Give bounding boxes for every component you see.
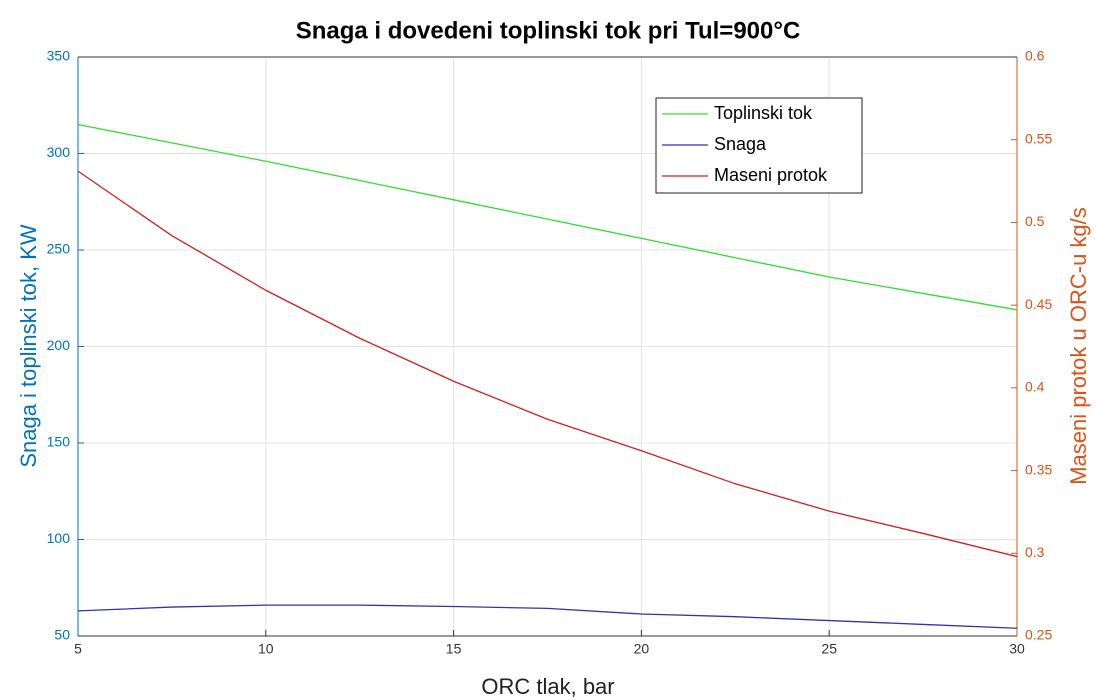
legend-label: Toplinski tok [714,103,813,123]
y2-tick-label: 0.45 [1025,296,1052,312]
y-axis-label: Snaga i toplinski tok, KW [16,224,41,468]
y-tick-label: 150 [47,434,71,450]
y2-tick-label: 0.4 [1025,379,1045,395]
x-tick-label: 5 [74,641,82,657]
y2-tick-label: 0.3 [1025,544,1045,560]
y2-tick-label: 0.35 [1025,461,1052,477]
series-line [77,604,1018,629]
y2-tick-label: 0.55 [1025,130,1052,146]
y2-axis-label: Maseni protok u ORC-u kg/s [1066,207,1091,485]
y-tick-label: 250 [47,241,71,257]
legend-label: Snaga [714,134,767,154]
y-tick-label: 350 [47,48,71,64]
x-tick-label: 20 [634,641,650,657]
legend-label: Maseni protok [714,165,828,185]
series-line [77,170,1018,558]
y-tick-label: 100 [47,530,71,546]
y2-tick-label: 0.6 [1025,48,1045,64]
y2-tick-label: 0.25 [1025,627,1052,643]
x-tick-label: 30 [1009,641,1025,657]
y2-tick-label: 0.5 [1025,213,1045,229]
series-line [77,123,1018,311]
x-tick-label: 15 [446,641,462,657]
x-axis-label: ORC tlak, bar [481,674,614,699]
chart-title: Snaga i dovedeni toplinski tok pri Tul=9… [296,17,801,44]
x-tick-label: 25 [821,641,837,657]
y-tick-label: 300 [47,144,71,160]
x-tick-label: 10 [258,641,274,657]
y-tick-label: 50 [54,627,70,643]
y-tick-label: 200 [47,337,71,353]
